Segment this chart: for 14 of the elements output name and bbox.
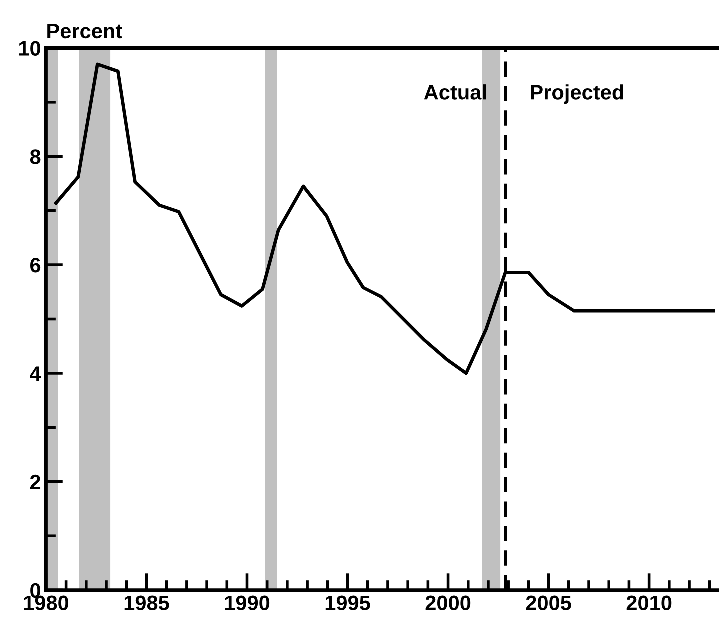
y-axis-title: Percent xyxy=(48,24,122,39)
x-tick-label: 2000 xyxy=(426,596,471,610)
x-tick-label: 2010 xyxy=(626,596,672,610)
y-tick-label: 8 xyxy=(30,150,41,164)
y-tick-label: 6 xyxy=(30,258,41,273)
x-tick-label: 2005 xyxy=(526,596,572,610)
y-tick-label: 4 xyxy=(30,366,42,382)
x-tick-label: 1995 xyxy=(326,596,370,610)
annotation: Actual xyxy=(424,84,486,100)
x-tick-label: 1990 xyxy=(225,596,270,610)
y-tick-label: 10 xyxy=(19,41,40,56)
x-tick-label: 1985 xyxy=(124,596,170,610)
annotation: Projected xyxy=(531,84,624,104)
y-tick-label: 2 xyxy=(30,474,41,490)
